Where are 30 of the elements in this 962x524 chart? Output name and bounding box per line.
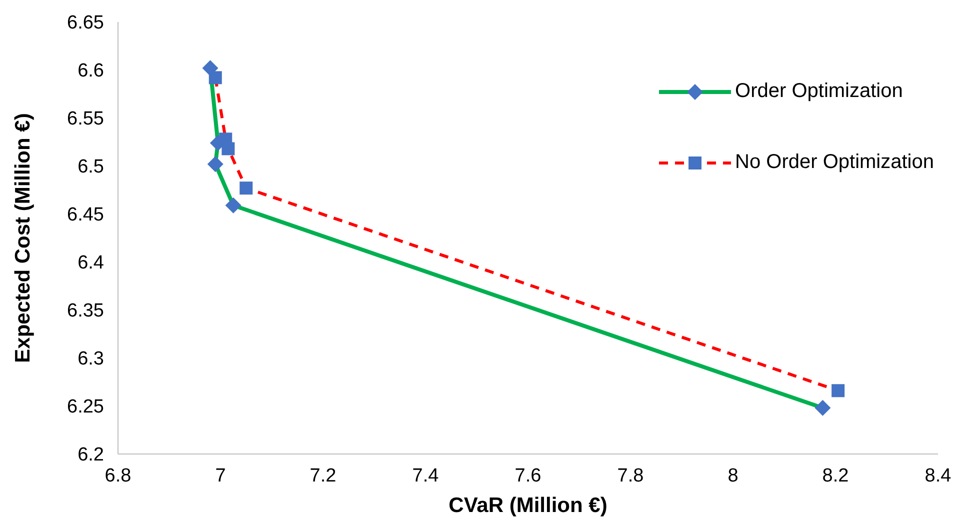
y-tick-label: 6.55 [67,108,104,130]
point [222,142,235,156]
point [832,384,845,398]
x-tick-label: 8 [728,465,738,486]
x-tick-label: 7.6 [514,465,542,486]
point [208,71,222,84]
y-tick-label: 6.25 [67,396,104,418]
y-tick-label: 6.4 [78,252,104,274]
y-tick-label: 6.35 [67,300,104,322]
y-tick-label: 6.65 [67,12,104,34]
x-tick-label: 7.8 [617,465,644,486]
x-axis-title: CVaR (Million €) [448,494,608,517]
x-tick-label: 7.4 [412,465,440,486]
point [814,400,831,416]
y-tick-label: 6.2 [78,444,104,466]
y-axis-title: Expected Cost (Million €) [11,113,34,363]
y-tick-label: 6.6 [78,60,104,82]
point [207,156,224,172]
x-tick-label: 7.2 [310,465,336,486]
x-tick-label: 7 [215,465,226,486]
x-tick-label: 6.8 [104,465,132,486]
legend-label: Order Optimization [735,80,903,103]
x-tick-label: 8.4 [924,465,952,486]
y-tick-label: 6.3 [78,348,104,370]
y-tick-label: 6.45 [67,204,104,226]
point [225,197,242,214]
point [240,182,253,195]
legend-label: No Order Optimization [735,151,934,174]
x-tick-label: 8.2 [822,465,849,486]
y-tick-label: 6.5 [78,156,104,178]
